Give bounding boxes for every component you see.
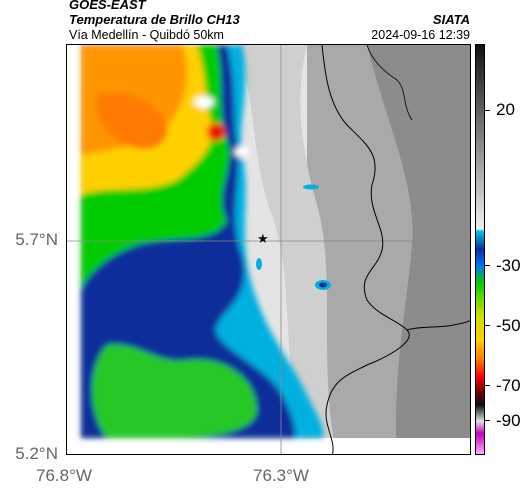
colorbar-label: 20: [496, 100, 515, 119]
colorbar-tick: [485, 110, 490, 111]
colorbar-gradient: [476, 45, 484, 454]
colorbar-tick: [485, 265, 490, 266]
bottom-strip: [67, 438, 470, 454]
cloud-cell-core: [319, 282, 327, 288]
x-tick-label: 76.8°W: [36, 466, 92, 485]
gray-band: [237, 45, 337, 454]
boundary-line: [366, 45, 413, 121]
satellite-title: GOES-EAST: [69, 0, 146, 12]
product-title: Temperatura de Brillo CH13: [69, 12, 240, 27]
colorbar-label: -50: [496, 316, 521, 335]
colorbar-label: -70: [496, 376, 521, 395]
left-strip: [67, 45, 81, 454]
colorbar-tick: [485, 385, 490, 386]
colorbar-tick: [485, 325, 490, 326]
location-star-icon[interactable]: ★: [257, 231, 269, 246]
colorbar-tick: [485, 420, 490, 421]
route-subtitle: Vía Medellín - Quibdó 50km: [69, 28, 224, 42]
x-tick-label: 76.3°W: [253, 466, 309, 485]
y-tick-label: 5.2°N: [15, 444, 58, 463]
colorbar-label: -90: [496, 411, 521, 430]
cloud-cell: [303, 184, 319, 190]
boundary-line: [406, 320, 470, 331]
colorbar-label: -30: [496, 256, 521, 275]
map-canvas: [67, 45, 470, 454]
cloud-cell: [256, 258, 262, 270]
colorbar: [475, 44, 485, 455]
org-label: SIATA: [432, 12, 470, 27]
y-tick-label: 5.7°N: [15, 230, 58, 249]
datetime-label: 2024-09-16 12:39: [371, 28, 470, 42]
cloud-contours: [81, 45, 324, 438]
boundary-line: [321, 45, 410, 454]
east-dark-layer: [367, 45, 470, 454]
satellite-map[interactable]: ★: [66, 44, 471, 455]
